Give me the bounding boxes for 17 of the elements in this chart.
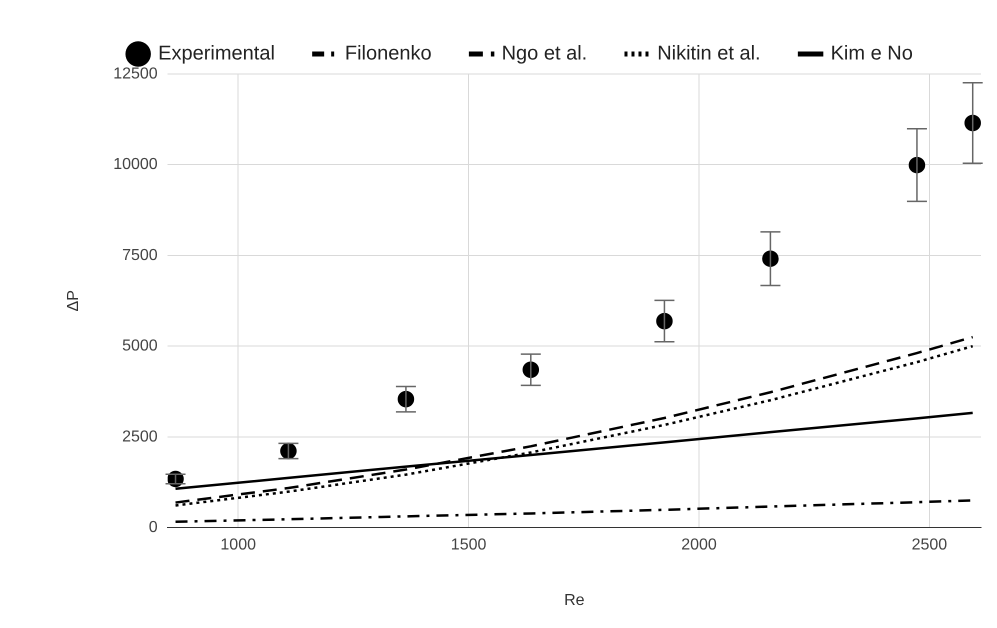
y-tick-label: 2500 xyxy=(122,428,158,446)
legend-label: Kim e No xyxy=(830,42,913,65)
legend-label: Experimental xyxy=(158,42,275,65)
x-tick-label: 2000 xyxy=(681,536,717,554)
y-tick-label: 5000 xyxy=(122,338,158,355)
legend-label: Ngo et al. xyxy=(502,42,588,65)
y-tick-label: 12500 xyxy=(113,65,158,82)
legend-label: Nikitin et al. xyxy=(657,42,761,65)
x-tick-label: 1000 xyxy=(220,536,256,554)
y-tick-label: 0 xyxy=(148,519,158,536)
x-axis-title: Re xyxy=(564,592,585,609)
x-tick-label: 1500 xyxy=(450,536,486,554)
y-tick-label: 10000 xyxy=(113,156,158,174)
y-axis-title: ΔP xyxy=(65,290,82,312)
x-tick-label: 2500 xyxy=(912,536,948,554)
legend-label: Filonenko xyxy=(344,42,432,65)
y-tick-label: 7500 xyxy=(122,246,158,264)
